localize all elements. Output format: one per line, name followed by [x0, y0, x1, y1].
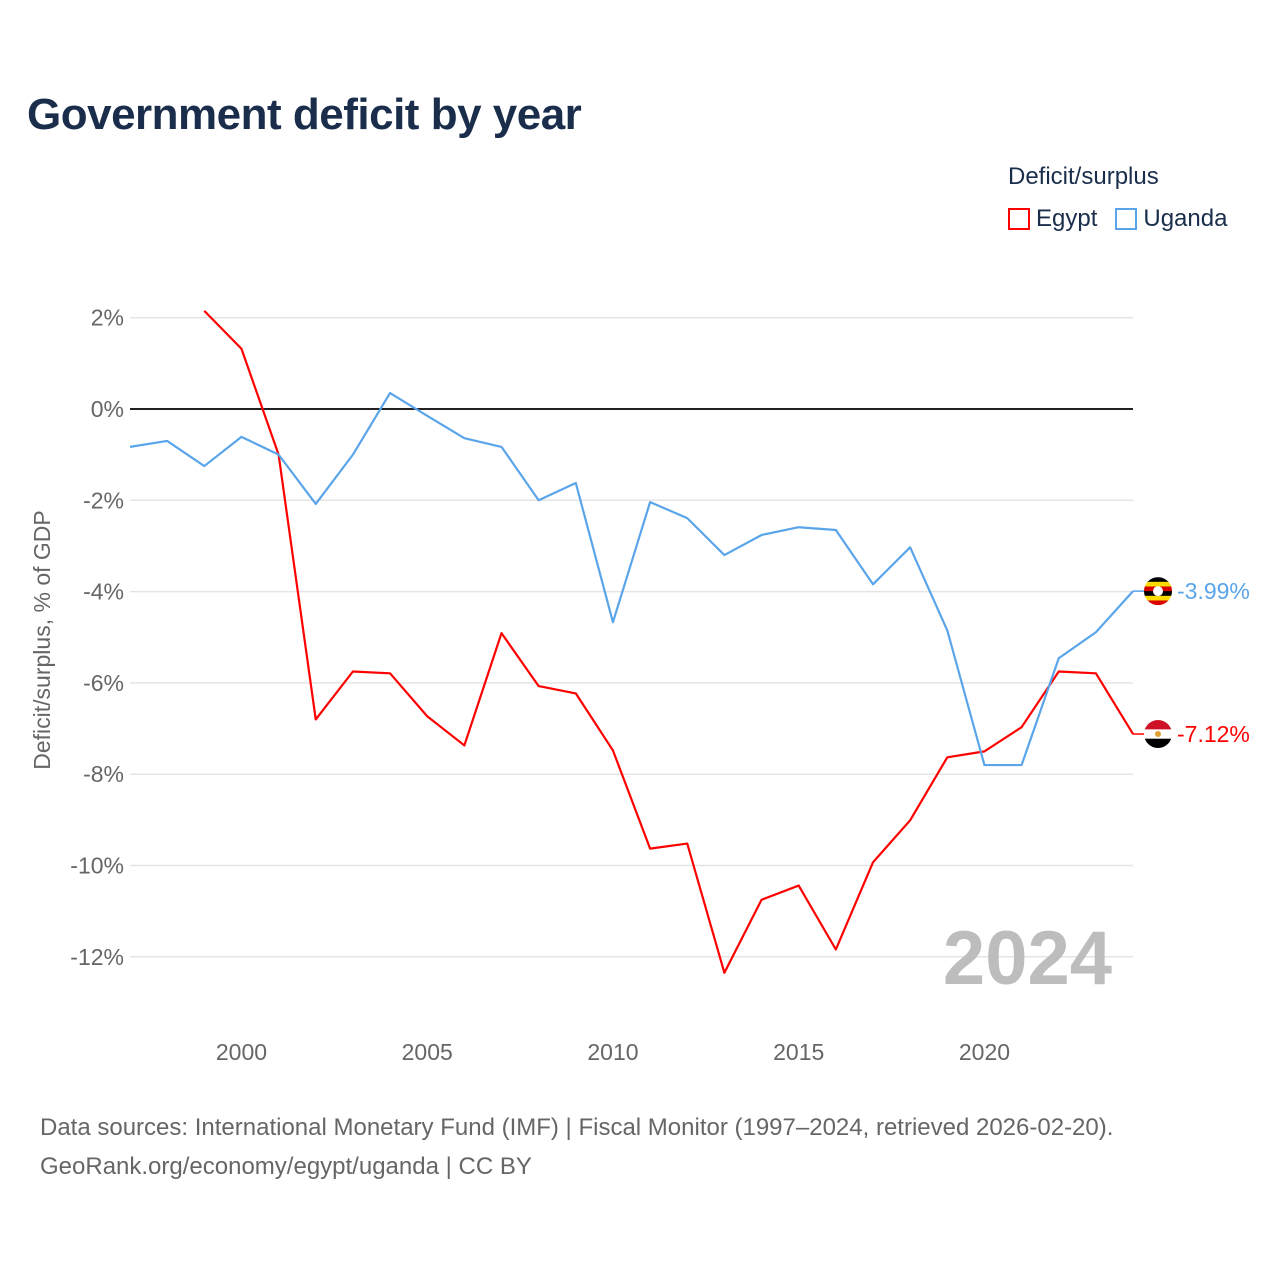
legend-title: Deficit/surplus: [1008, 163, 1159, 190]
source-note: Data sources: International Monetary Fun…: [40, 1108, 1113, 1186]
x-tick-label: 2020: [959, 1039, 1010, 1065]
year-watermark: 2024: [943, 916, 1112, 1001]
source-line: Data sources: International Monetary Fun…: [40, 1114, 1114, 1141]
end-label-uganda: -3.99%: [1177, 578, 1250, 604]
y-tick-label: 0%: [91, 396, 124, 422]
y-tick-label: -12%: [70, 944, 124, 970]
y-tick-label: -6%: [83, 670, 124, 696]
legend-swatch-uganda: [1115, 208, 1138, 230]
y-tick-label: -4%: [83, 579, 124, 605]
y-tick-label: -8%: [83, 761, 124, 787]
x-tick-label: 2000: [216, 1039, 267, 1065]
x-tick-label: 2015: [773, 1039, 824, 1065]
series-line-uganda: [129, 391, 1134, 767]
flag-uganda-icon: [1144, 577, 1172, 606]
legend-label-egypt: Egypt: [1036, 205, 1098, 232]
y-tick-label: -2%: [83, 487, 124, 513]
chart-title: Government deficit by year: [27, 90, 582, 139]
source-link[interactable]: GeoRank.org/economy/egypt/uganda | CC BY: [40, 1153, 532, 1180]
y-axis-label: Deficit/surplus, % of GDP: [29, 510, 55, 769]
legend-item-egypt[interactable]: Egypt: [1008, 205, 1097, 233]
y-tick-label: 2%: [91, 305, 124, 331]
legend-swatch-egypt: [1008, 208, 1030, 230]
legend: Egypt Uganda: [1008, 205, 1227, 233]
y-tick-label: -10%: [70, 853, 124, 879]
series-line-egypt: [203, 310, 1134, 974]
legend-label-uganda: Uganda: [1143, 205, 1228, 232]
legend-item-uganda[interactable]: Uganda: [1115, 205, 1227, 233]
flag-egypt-icon: [1144, 720, 1172, 749]
x-tick-label: 2005: [402, 1039, 453, 1065]
x-tick-label: 2010: [587, 1039, 638, 1065]
end-label-egypt: -7.12%: [1177, 721, 1250, 747]
